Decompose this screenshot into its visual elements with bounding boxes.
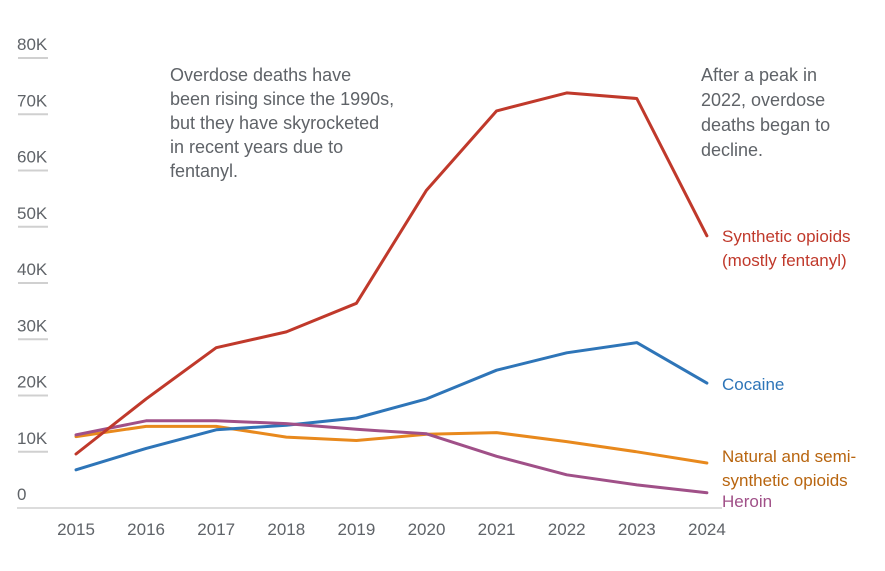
series-label-line: (mostly fentanyl): [722, 251, 847, 270]
x-tick-label: 2022: [548, 520, 586, 539]
series-label-line: synthetic opioids: [722, 471, 848, 490]
annotation-peak: After a peak in 2022, overdose deaths be…: [701, 65, 835, 160]
x-tick-label: 2018: [267, 520, 305, 539]
y-tick-label: 40K: [17, 260, 48, 279]
annotation-line: After a peak in: [701, 65, 817, 85]
x-axis-ticks: 2015 2016 2017 2018 2019 2020 2021 2022 2023 2024: [57, 520, 726, 539]
x-tick-label: 2019: [337, 520, 375, 539]
series-label-cocaine: Cocaine: [722, 375, 784, 394]
series-line-cocaine: [74, 341, 709, 472]
series-line-natural-and-semi-synthetic-opioids: [74, 424, 709, 465]
annotations: Overdose deaths have been rising since t…: [170, 65, 835, 181]
annotation-line: in recent years due to: [170, 137, 343, 157]
series-lines: [74, 91, 709, 495]
series-line-synthetic-opioids-mostly-fentanyl: [74, 91, 709, 456]
x-tick-label: 2015: [57, 520, 95, 539]
y-tick-label: 80K: [17, 35, 48, 54]
series-label-line: Synthetic opioids: [722, 227, 851, 246]
y-tick-label: 20K: [17, 373, 48, 392]
series-line-heroin: [74, 419, 709, 495]
y-tick-label: 10K: [17, 429, 48, 448]
series-label-line: Cocaine: [722, 375, 784, 394]
y-tick-label: 30K: [17, 316, 48, 335]
annotation-rising: Overdose deaths have been rising since t…: [170, 65, 399, 181]
gridlines: [18, 57, 48, 453]
y-tick-label: 60K: [17, 148, 48, 167]
x-tick-label: 2021: [478, 520, 516, 539]
x-tick-label: 2023: [618, 520, 656, 539]
y-tick-label: 70K: [17, 91, 48, 110]
series-label-line: Heroin: [722, 492, 772, 511]
series-label-heroin: Heroin: [722, 492, 772, 511]
annotation-line: Overdose deaths have: [170, 65, 351, 85]
annotation-line: but they have skyrocketed: [170, 113, 379, 133]
annotation-line: deaths began to: [701, 115, 830, 135]
annotation-line: decline.: [701, 140, 763, 160]
x-tick-label: 2016: [127, 520, 165, 539]
series-labels: Synthetic opioids (mostly fentanyl) Coca…: [722, 227, 861, 511]
series-label-synthetic-opioids: Synthetic opioids (mostly fentanyl): [722, 227, 855, 270]
annotation-line: 2022, overdose: [701, 90, 825, 110]
x-tick-label: 2024: [688, 520, 726, 539]
x-tick-label: 2020: [408, 520, 446, 539]
x-tick-label: 2017: [197, 520, 235, 539]
y-axis-ticks: 0 10K 20K 30K 40K 50K 60K 70K 80K: [17, 35, 48, 504]
series-label-line: Natural and semi-: [722, 447, 856, 466]
y-tick-label: 0: [17, 485, 26, 504]
series-label-natural-semi-synthetic: Natural and semi- synthetic opioids: [722, 447, 861, 490]
y-tick-label: 50K: [17, 204, 48, 223]
annotation-line: been rising since the 1990s,: [170, 89, 394, 109]
annotation-line: fentanyl.: [170, 161, 238, 181]
